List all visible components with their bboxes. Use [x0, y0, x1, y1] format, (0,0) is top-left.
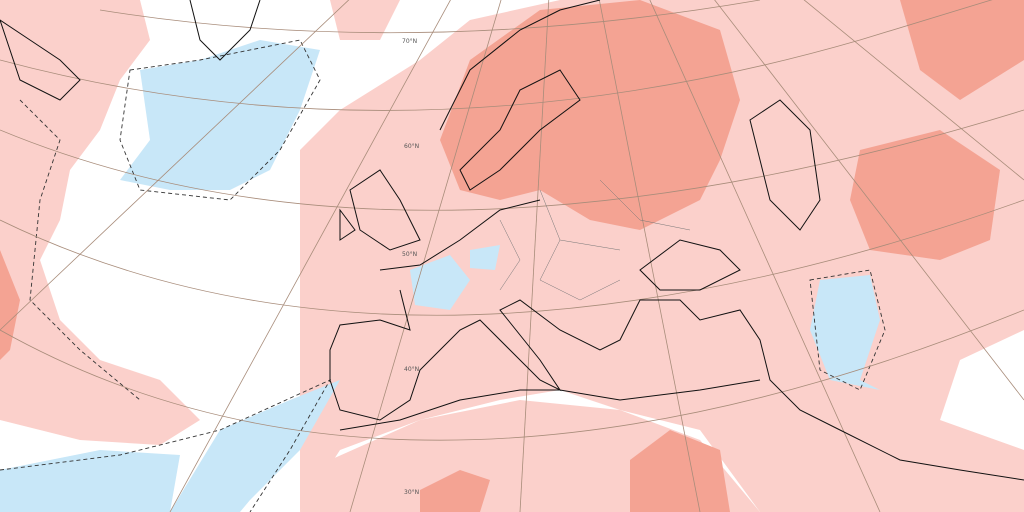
- warm-area: [600, 200, 800, 320]
- warm-core: [440, 0, 740, 230]
- meridian: [519, 0, 550, 512]
- coastline: [0, 19, 81, 101]
- coastline: [189, 0, 261, 61]
- meridian: [0, 0, 350, 331]
- contour: [809, 269, 886, 391]
- cold-area: [170, 380, 340, 512]
- parallel: [0, 199, 1024, 316]
- coastline: [339, 379, 761, 431]
- cold-area: [810, 275, 880, 390]
- latitude-label: 50°N: [402, 251, 417, 258]
- meridian: [349, 0, 502, 512]
- contour: [0, 379, 332, 512]
- coastline: [329, 199, 1024, 481]
- latitude-label: 30°N: [404, 489, 419, 496]
- borders: [499, 179, 691, 301]
- warm-core: [420, 470, 490, 512]
- warm-area: [330, 0, 400, 40]
- warm-area: [0, 0, 200, 445]
- coastline: [439, 0, 601, 191]
- coastline: [339, 169, 421, 251]
- warm-core: [900, 0, 1024, 100]
- border: [499, 179, 691, 301]
- contour: [19, 99, 141, 401]
- cold-area: [470, 245, 500, 270]
- latitude-label: 70°N: [402, 38, 417, 45]
- coastline: [749, 99, 821, 231]
- latitude-label: 60°N: [404, 143, 419, 150]
- parallel: [99, 0, 761, 34]
- parallel: [0, 0, 993, 111]
- cold-area: [410, 255, 470, 310]
- coastlines: [0, 0, 1024, 481]
- meridian: [649, 0, 881, 512]
- latitude-label: 40°N: [404, 366, 419, 373]
- parallel: [0, 309, 1024, 441]
- parallel: [0, 109, 1024, 211]
- cold-area: [0, 450, 180, 512]
- contours: [0, 39, 886, 512]
- meridian: [803, 0, 1024, 181]
- cold-anomaly: [0, 40, 880, 512]
- warm-core: [630, 430, 730, 512]
- warm-core: [850, 130, 1000, 260]
- meridian: [169, 0, 451, 512]
- meridian: [714, 0, 1024, 401]
- coastline: [639, 239, 741, 291]
- latitude-labels: 70°N 60°N 50°N 40°N 30°N: [402, 38, 419, 496]
- cold-area: [120, 40, 320, 190]
